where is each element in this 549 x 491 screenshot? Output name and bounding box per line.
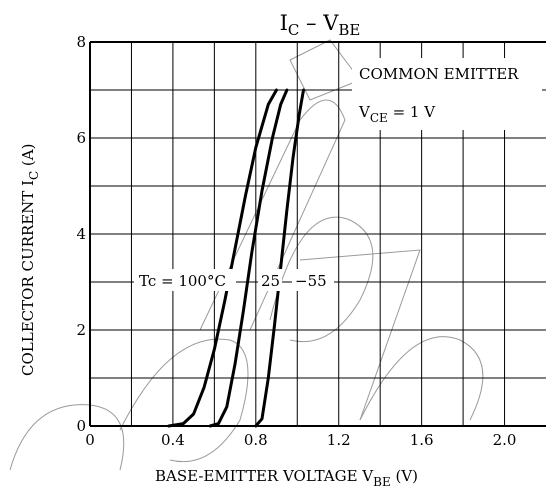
series-label-minus55: −55: [295, 272, 327, 290]
series-label-bg-3: [292, 269, 334, 291]
x-axis-label-unit: (V): [391, 467, 418, 485]
title-ic-sub: C: [288, 21, 299, 39]
vce-main: V: [358, 103, 371, 121]
x-tick-label: 0.4: [161, 431, 185, 449]
title-vbe-sub: BE: [338, 21, 360, 39]
series-label-bg-1: [134, 269, 236, 291]
watermark: [9, 39, 484, 471]
condition-label-bg: [352, 58, 542, 130]
x-tick-labels: 0 0.4 0.8 1.2 1.6 2.0: [85, 431, 516, 449]
series-line-3: [254, 88, 305, 428]
vce-rest: = 1 V: [388, 103, 436, 121]
plot-frame: [89, 41, 546, 427]
condition-line-1: COMMON EMITTER: [359, 65, 519, 83]
series-label-100: Tc = 100°C: [139, 272, 226, 290]
y-tick-label: 8: [76, 33, 86, 51]
y-axis-label-main: COLLECTOR CURRENT I: [19, 180, 37, 376]
series-line-1: [167, 88, 278, 428]
y-axis-label: COLLECTOR CURRENT IC (A): [19, 144, 41, 376]
series-label-25: 25: [261, 272, 280, 290]
y-axis-label-unit: (A): [19, 144, 37, 171]
x-tick-label: 0.8: [244, 431, 268, 449]
y-axis-label-sub: C: [27, 171, 41, 180]
series-line-2: [208, 88, 289, 428]
x-axis-label-main: BASE-EMITTER VOLTAGE V: [155, 467, 374, 485]
y-tick-label: 0: [76, 417, 86, 435]
condition-line-2: VCE = 1 V: [358, 103, 436, 125]
series-group: [167, 88, 305, 428]
y-tick-label: 2: [76, 321, 86, 339]
x-tick-label: 2.0: [493, 431, 517, 449]
x-tick-label: 1.2: [327, 431, 351, 449]
x-axis-label: BASE-EMITTER VOLTAGE VBE (V): [155, 467, 418, 489]
title-ic: I: [280, 11, 288, 35]
y-tick-label: 4: [76, 225, 86, 243]
chart-grid: [90, 42, 546, 426]
y-tick-labels: 0 2 4 6 8: [76, 33, 86, 435]
y-tick-label: 6: [76, 129, 86, 147]
x-axis-label-sub: BE: [373, 475, 391, 489]
title-mid: – V: [299, 11, 339, 35]
vce-sub: CE: [370, 111, 388, 125]
x-tick-label: 0: [85, 431, 95, 449]
chart-title: IC – VBE: [280, 11, 361, 39]
series-label-bg-2: [258, 269, 282, 291]
x-tick-label: 1.6: [410, 431, 434, 449]
